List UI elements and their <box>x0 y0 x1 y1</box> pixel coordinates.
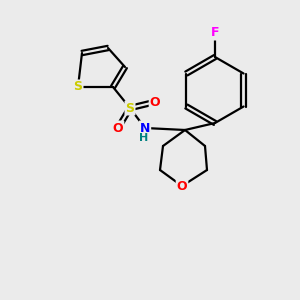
Text: O: O <box>177 179 187 193</box>
Text: O: O <box>150 95 160 109</box>
Text: O: O <box>113 122 123 134</box>
Text: H: H <box>140 133 148 143</box>
Text: S: S <box>125 101 134 115</box>
Text: F: F <box>211 26 219 40</box>
Text: S: S <box>74 80 82 94</box>
Text: N: N <box>140 122 150 134</box>
